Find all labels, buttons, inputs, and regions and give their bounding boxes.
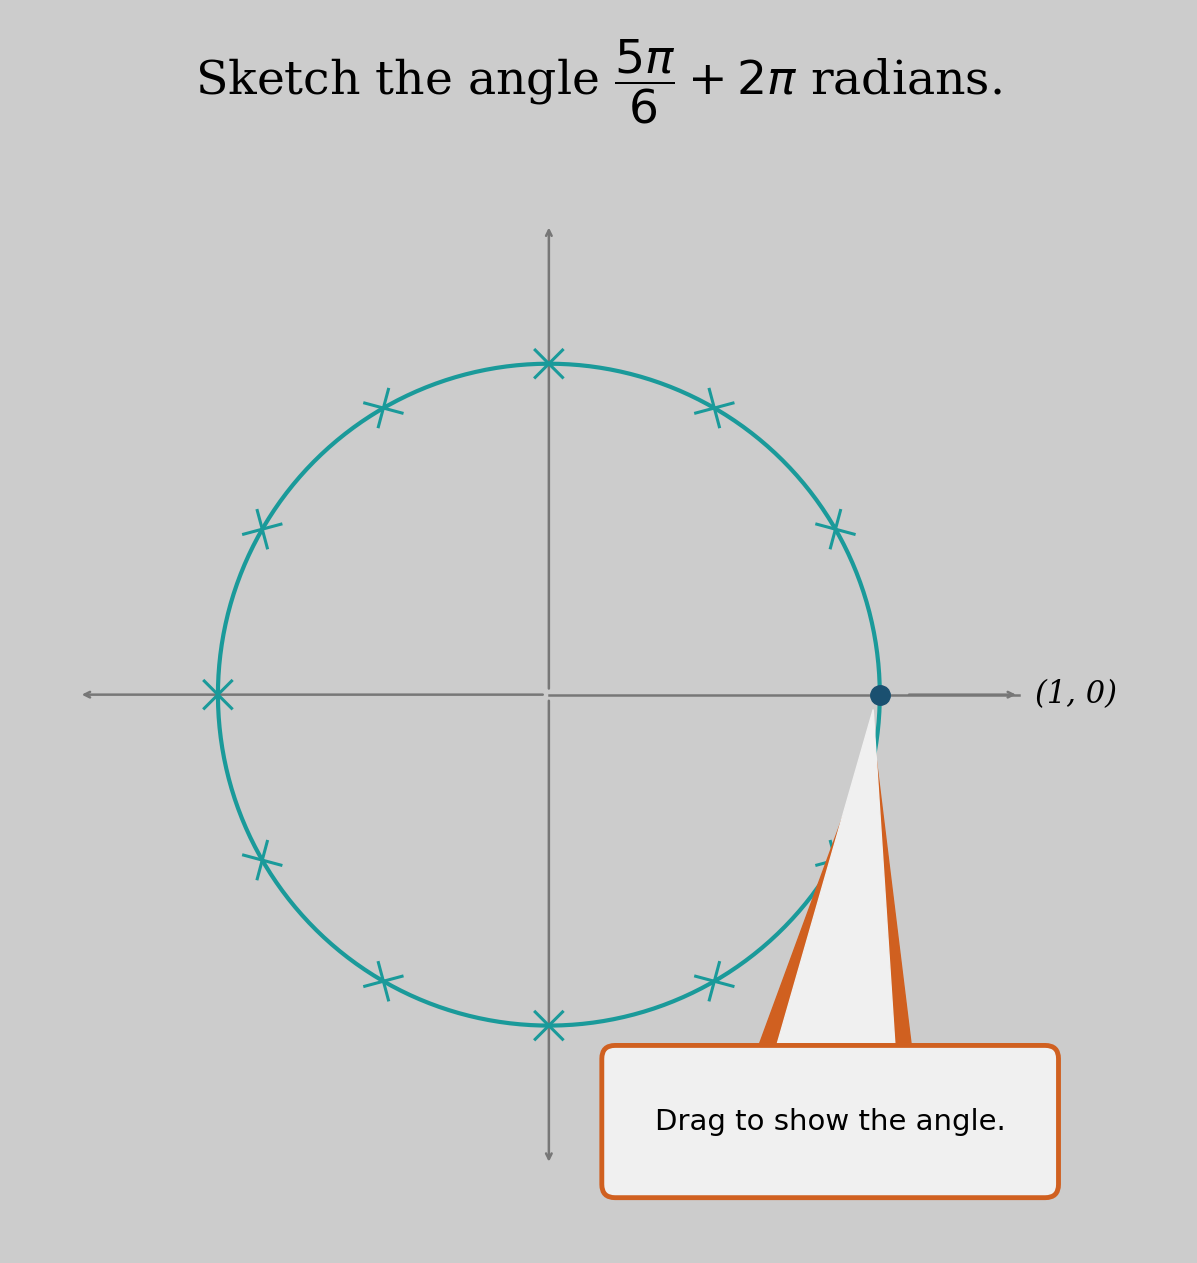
Polygon shape <box>754 734 913 1058</box>
Text: (1, 0): (1, 0) <box>1035 679 1117 710</box>
Text: Drag to show the angle.: Drag to show the angle. <box>655 1108 1005 1135</box>
Polygon shape <box>771 710 897 1067</box>
Text: Sketch the angle $\dfrac{5\pi}{6}+2\pi$ radians.: Sketch the angle $\dfrac{5\pi}{6}+2\pi$ … <box>195 38 1002 126</box>
FancyBboxPatch shape <box>602 1046 1058 1197</box>
